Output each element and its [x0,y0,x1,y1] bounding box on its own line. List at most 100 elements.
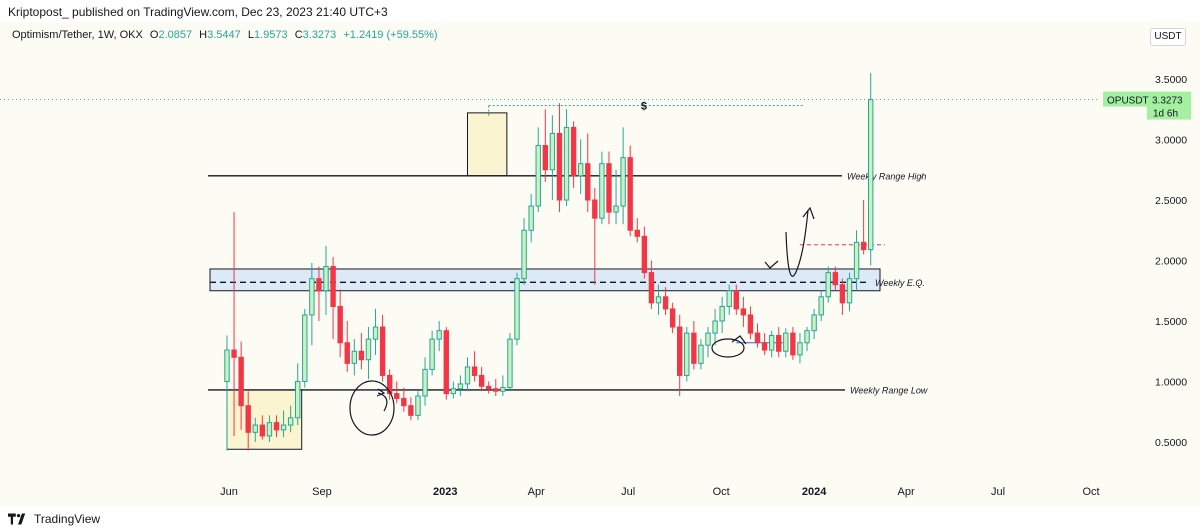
y-tick-label: 2.0000 [1155,256,1187,268]
candle-body [783,332,789,352]
candle-body [287,417,294,426]
candle-body [719,305,725,322]
candle-body [677,326,683,376]
candle-body [486,385,492,390]
candle [556,103,563,213]
candle-body [832,272,839,286]
currency-button[interactable]: USDT [1150,28,1186,46]
candle-body [797,342,803,356]
candle [542,109,548,182]
countdown-tag [1147,106,1191,120]
high-value: 3.5447 [207,29,241,41]
candle [500,375,506,397]
candle [655,284,662,315]
candle-body [394,393,400,399]
candle-body [401,397,407,407]
candle-body [408,405,414,416]
candle [747,306,754,340]
candle-body [528,205,534,231]
candle [535,127,541,213]
y-tick-label: 2.5000 [1155,195,1187,207]
candle [514,272,520,346]
candle-body [514,278,520,340]
candle [691,321,697,370]
candle [238,341,244,430]
price-tag [1103,91,1191,107]
candle-body [295,381,301,419]
candlestick-chart[interactable]: Weekly Range High·Weekly E.Q.·Weekly Ran… [0,22,1200,506]
candle-body [811,314,817,332]
candle-body [641,235,648,274]
candle [740,296,747,328]
candle [295,363,301,426]
candle [648,260,655,309]
candle [464,357,471,392]
y-tick-label: 0.5000 [1155,437,1187,449]
candle-body [429,338,435,370]
candle [768,330,775,358]
candle [761,333,768,355]
candle-body [655,296,662,304]
candle-body [457,383,464,390]
tradingview-brand[interactable]: TradingView [8,512,100,526]
candle [493,379,499,397]
candle-body [705,332,711,346]
candle-body [464,366,471,385]
candle [379,314,386,382]
candle-body [337,305,343,344]
candle-body [542,145,548,171]
candle-body [535,145,541,207]
candle-body [500,387,506,392]
x-tick-label: Apr [528,486,545,498]
symbol-title: Optimism/Tether, 1W, OKX [12,29,143,41]
candle-body [577,163,584,177]
candle-body [415,395,421,416]
x-tick-label: 2023 [433,486,457,498]
candle [825,266,831,303]
candle-body [754,332,761,344]
candle [344,321,350,372]
close-value: 3.3273 [302,29,337,41]
candle [677,314,683,397]
candle [783,328,789,358]
y-tick-label: 1.5000 [1155,316,1187,328]
candle-body [330,266,336,307]
candle [620,127,626,225]
candle [776,327,782,358]
candle-body [365,338,372,361]
candle [811,308,817,340]
candle [846,272,853,312]
candle [302,308,308,388]
candle-body [691,332,697,364]
candle [613,169,619,225]
candle [372,308,379,355]
x-tick-label: Jun [220,486,238,498]
x-tick-label: Oct [713,486,730,498]
level-label-dot: · [917,278,920,288]
candle-body [273,422,280,431]
candle-body [549,132,556,171]
candle-body [634,229,640,237]
chart-area[interactable]: Weekly Range High · Weekly E.Q. · Weekly Ran… [0,22,1200,506]
candle [309,262,315,346]
low-label: L [247,29,254,41]
eq-zone [209,268,881,292]
candle [712,308,718,346]
candle-body [853,241,860,280]
level-label: Weekly E.Q. [875,278,925,288]
close-label: C [294,29,303,41]
candle-body [450,388,457,395]
candle [478,366,485,392]
candle-body [627,157,633,231]
candle-body [302,314,308,383]
x-tick-label: Jul [621,486,635,498]
y-tick-label: 3.0000 [1155,135,1187,147]
candle-body [266,422,273,437]
candle [549,115,556,200]
candle [231,212,237,436]
price-tag-symbol: OPUSDT [1107,96,1149,107]
candle-body [379,326,386,376]
candle [528,193,534,243]
candle [606,151,612,225]
candle [754,323,761,348]
